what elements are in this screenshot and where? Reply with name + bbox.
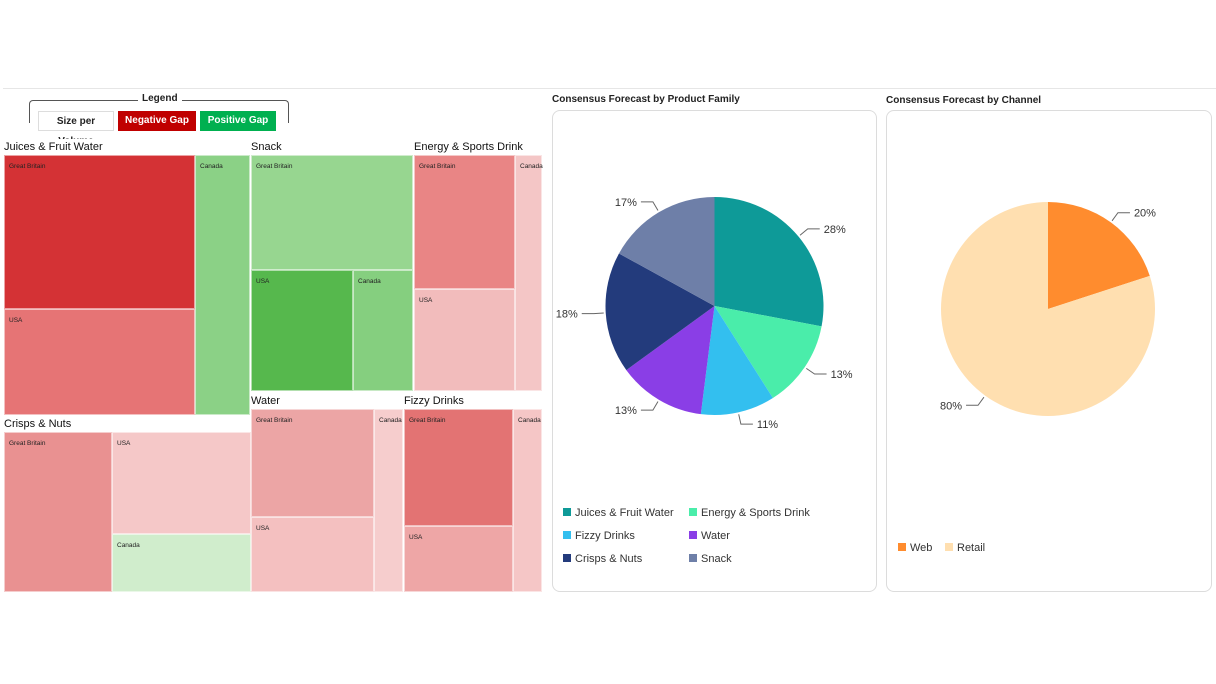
treemap-cell-label: USA	[9, 317, 23, 324]
treemap-cell-label: Canada	[520, 163, 543, 170]
treemap-cell-label: Great Britain	[256, 417, 293, 424]
family-pie-leader-2	[738, 414, 753, 425]
channel-legend-item[interactable]: Web	[898, 541, 932, 555]
treemap-cell-label: Great Britain	[256, 163, 293, 170]
treemap-cell-energy-and-sports-drink-usa[interactable]: USA	[414, 289, 515, 391]
legend-title: Legend	[138, 93, 182, 104]
family-pie-label-5: 17%	[615, 197, 637, 209]
treemap-cell-label: USA	[409, 534, 423, 541]
legend-label: Web	[910, 542, 933, 554]
treemap-cell-label: Canada	[117, 542, 140, 549]
legend-swatch	[563, 554, 571, 562]
treemap-cell-label: Great Britain	[9, 163, 46, 170]
family-pie-label-4: 18%	[556, 309, 578, 321]
family-pie-label-1: 13%	[831, 369, 853, 381]
family-pie-slice-4[interactable]	[605, 253, 715, 371]
treemap-cell-water-great-britain[interactable]: Great Britain	[251, 409, 374, 517]
legend-swatch	[689, 554, 697, 562]
treemap-cell-energy-and-sports-drink-great-britain[interactable]: Great Britain	[414, 155, 515, 289]
treemap-cell-crisps-and-nuts-canada[interactable]: Canada	[112, 534, 251, 592]
channel-pie-slice-1[interactable]	[941, 202, 1155, 416]
legend-label: Crisps & Nuts	[575, 553, 643, 565]
channel-pie-leader-0	[1111, 212, 1130, 222]
channel-pie-label-1: 80%	[940, 400, 962, 412]
channel-legend-item[interactable]: Retail	[945, 541, 985, 555]
treemap-cell-label: USA	[256, 525, 270, 532]
top-divider	[3, 88, 1216, 89]
family-pie-slice-2[interactable]	[700, 306, 773, 415]
treemap-cell-label: Canada	[200, 163, 223, 170]
family-pie-label-3: 13%	[615, 405, 637, 417]
treemap-group-water-title: Water	[251, 393, 280, 409]
family-pie-leader-3	[640, 401, 659, 411]
treemap-cell-juices-and-fruit-water-great-britain[interactable]: Great Britain	[4, 155, 195, 309]
legend-label: Water	[701, 530, 730, 542]
treemap-cell-snack-great-britain[interactable]: Great Britain	[251, 155, 413, 270]
treemap-group-fizzy-drinks-title: Fizzy Drinks	[404, 393, 464, 409]
family-pie-label-2: 11%	[757, 419, 778, 431]
treemap-cell-label: Great Britain	[9, 440, 46, 447]
family-legend-item[interactable]: Snack	[689, 552, 732, 566]
legend-label: Snack	[701, 553, 732, 565]
treemap-cell-energy-and-sports-drink-canada[interactable]: Canada	[515, 155, 543, 391]
family-legend-item[interactable]: Crisps & Nuts	[563, 552, 642, 566]
treemap-group-energy-and-sports-drink-title: Energy & Sports Drink	[414, 139, 523, 155]
treemap-cell-label: USA	[117, 440, 131, 447]
treemap-cell-fizzy-drinks-great-britain[interactable]: Great Britain	[404, 409, 513, 526]
legend-negative-gap: Negative Gap	[118, 111, 196, 131]
treemap-cell-crisps-and-nuts-great-britain[interactable]: Great Britain	[4, 432, 112, 592]
family-legend-item[interactable]: Energy & Sports Drink	[689, 506, 810, 520]
treemap-cell-water-usa[interactable]: USA	[251, 517, 374, 592]
family-pie-slice-5[interactable]	[618, 197, 715, 306]
family-pie-slice-3[interactable]	[626, 306, 715, 415]
legend-size-per-volume: Size per Volume	[38, 111, 114, 147]
treemap-cell-label: Canada	[358, 278, 381, 285]
treemap-group-crisps-and-nuts-title: Crisps & Nuts	[4, 416, 72, 432]
legend-swatch	[563, 508, 571, 516]
family-legend-item[interactable]: Water	[689, 529, 730, 543]
treemap-cell-label: Great Britain	[409, 417, 446, 424]
legend-label: Juices & Fruit Water	[575, 507, 674, 519]
family-legend-item[interactable]: Fizzy Drinks	[563, 529, 635, 543]
treemap-cell-fizzy-drinks-canada[interactable]: Canada	[513, 409, 542, 592]
legend-label: Energy & Sports Drink	[701, 507, 810, 519]
treemap-cell-crisps-and-nuts-usa[interactable]: USA	[112, 432, 251, 534]
family-pie-slice-1[interactable]	[714, 306, 822, 399]
legend-swatch	[689, 531, 697, 539]
treemap-cell-label: Canada	[379, 417, 402, 424]
channel-pie-leader-1	[966, 396, 985, 406]
legend-positive-gap: Positive Gap	[200, 111, 276, 131]
family-pie-leader-4	[581, 312, 604, 315]
product-family-chart-title: Consensus Forecast by Product Family	[552, 94, 740, 105]
legend-swatch	[945, 543, 953, 551]
family-pie-leader-1	[806, 367, 827, 375]
legend-swatch	[898, 543, 906, 551]
treemap-group-juices-and-fruit-water-title: Juices & Fruit Water	[4, 139, 103, 155]
treemap-cell-snack-canada[interactable]: Canada	[353, 270, 413, 391]
legend-label: Retail	[957, 542, 986, 554]
treemap-cell-label: USA	[419, 297, 433, 304]
treemap-cell-label: USA	[256, 278, 270, 285]
treemap-cell-water-canada[interactable]: Canada	[374, 409, 403, 592]
family-pie-leader-5	[640, 201, 659, 211]
treemap-group-snack-title: Snack	[251, 139, 282, 155]
legend-label: Fizzy Drinks	[575, 530, 635, 542]
channel-pie-slice-0[interactable]	[1048, 202, 1150, 309]
family-pie-label-0: 28%	[824, 224, 846, 236]
treemap-cell-juices-and-fruit-water-usa[interactable]: USA	[4, 309, 195, 415]
treemap-cell-snack-usa[interactable]: USA	[251, 270, 353, 391]
family-pie-leader-0	[799, 228, 820, 236]
channel-pie: 20% 80%	[940, 202, 1156, 416]
family-legend-item[interactable]: Juices & Fruit Water	[563, 506, 674, 520]
legend-swatch	[563, 531, 571, 539]
legend-swatch	[689, 508, 697, 516]
treemap-cell-label: Canada	[518, 417, 541, 424]
channel-pie-label-0: 20%	[1134, 208, 1156, 220]
channel-chart-title: Consensus Forecast by Channel	[886, 95, 1042, 106]
treemap-cell-juices-and-fruit-water-canada[interactable]: Canada	[195, 155, 250, 415]
product-family-pie: 28% 13% 11% 13% 18% 17%	[556, 197, 853, 431]
treemap-cell-fizzy-drinks-usa[interactable]: USA	[404, 526, 513, 592]
treemap-cell-label: Great Britain	[419, 163, 456, 170]
family-pie-slice-0[interactable]	[714, 197, 824, 327]
